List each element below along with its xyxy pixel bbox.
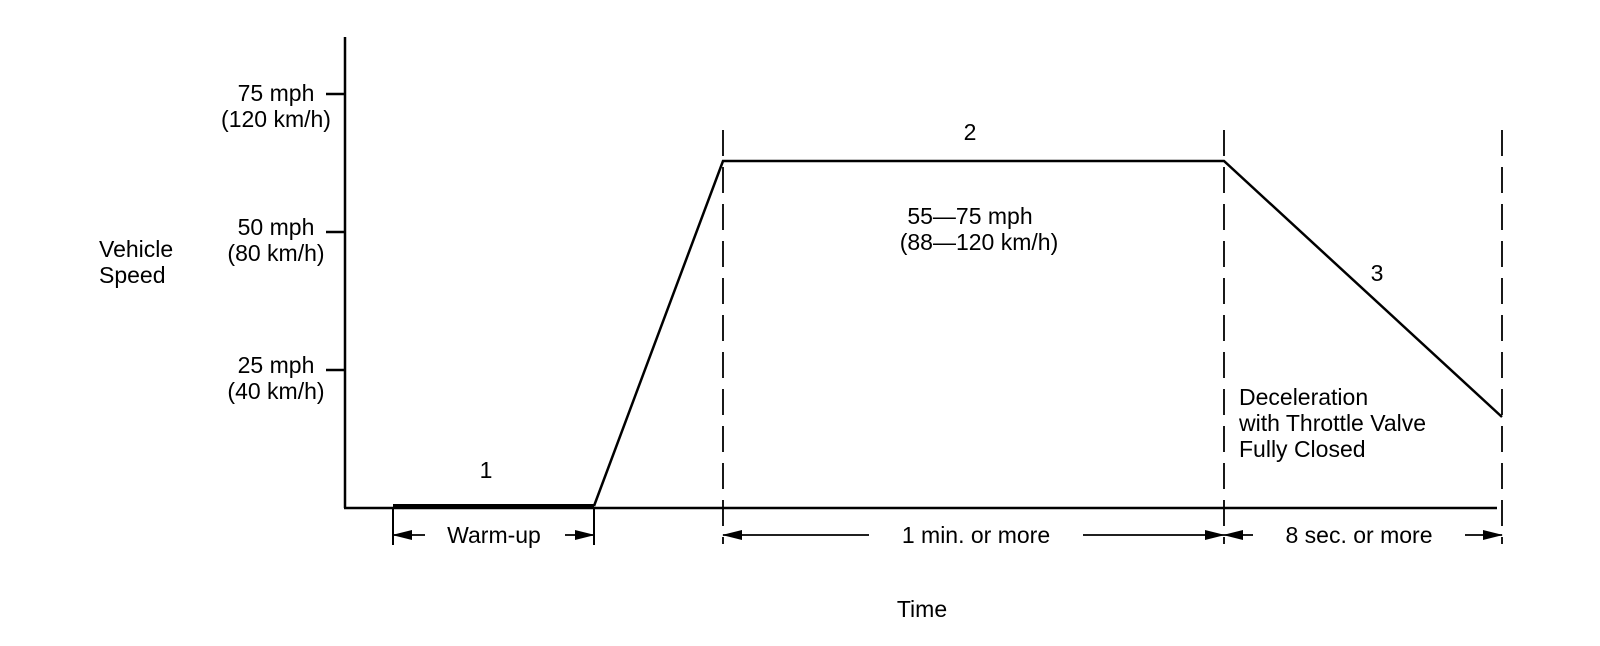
phase2-duration-label: 1 min. or more [902,522,1050,548]
y-axis-label-line2: Speed [99,262,166,288]
speed-profile-line [592,159,1503,507]
y-tick-label-75-mph: 75 mph [238,80,315,106]
y-axis-label-line1: Vehicle [99,236,173,262]
y-tick-label-50-kmh: (80 km/h) [227,240,324,266]
phase3-note-line1: Deceleration [1239,384,1368,410]
phase3-duration-label: 8 sec. or more [1286,522,1433,548]
x-axis-label: Time [897,596,947,622]
y-tick-label-25-kmh: (40 km/h) [227,378,324,404]
y-tick-label-75-kmh: (120 km/h) [221,106,331,132]
phase3-note-line2: with Throttle Valve [1238,410,1426,436]
phase3-note-line3: Fully Closed [1239,436,1366,462]
phase2-number: 2 [964,119,977,145]
phase2-speed-kmh: (88—120 km/h) [900,229,1059,255]
phase2-speed-mph: 55—75 mph [907,203,1032,229]
warm-up-duration-label: Warm-up [447,522,541,548]
phase1-number: 1 [480,457,493,483]
y-tick-label-50-mph: 50 mph [238,214,315,240]
y-tick-label-25-mph: 25 mph [238,352,315,378]
phase3-number: 3 [1371,260,1384,286]
